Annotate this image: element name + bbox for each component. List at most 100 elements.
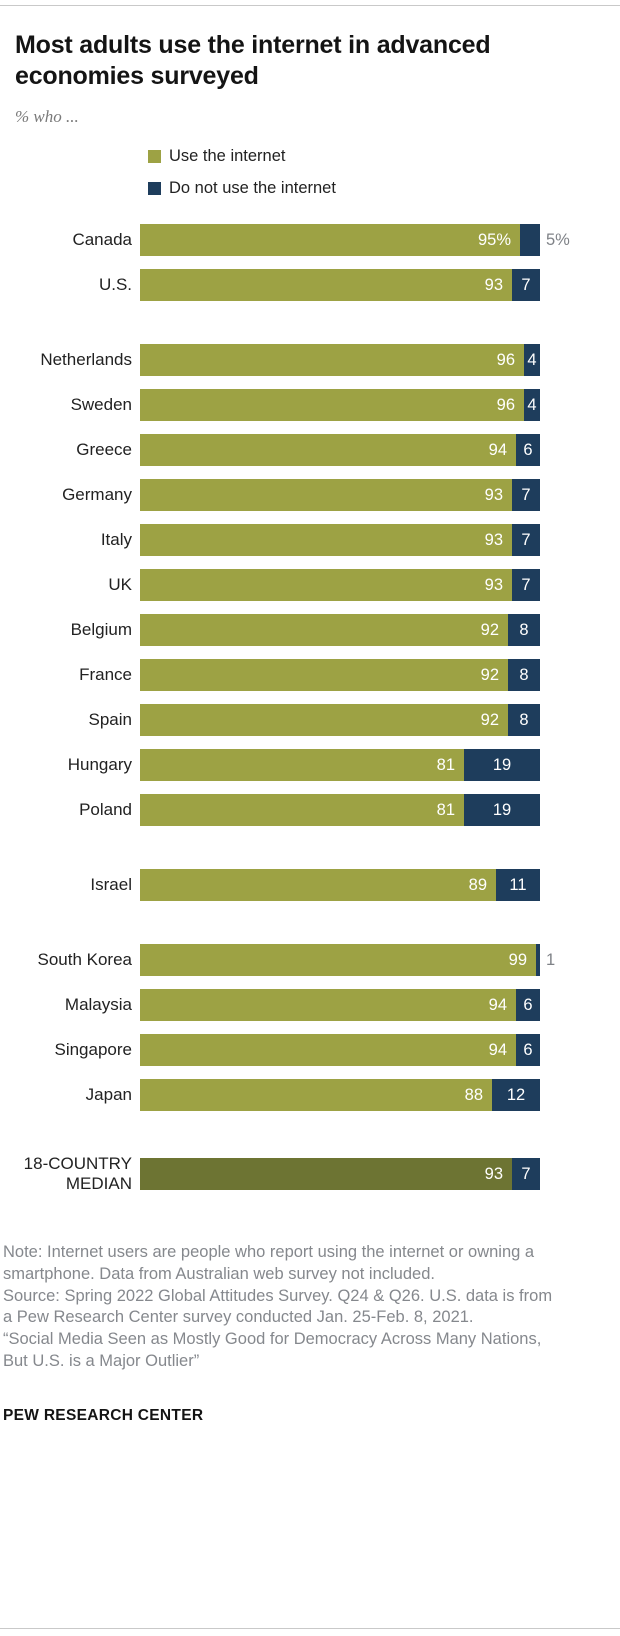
use-value-label: 93 (484, 485, 503, 504)
bar-row: France 92 8 (15, 659, 600, 691)
no-value-label: 12 (506, 1085, 526, 1104)
no-value-label: 4 (527, 395, 537, 414)
bar-track: 94 6 (140, 1034, 540, 1066)
legend-swatch-use-icon (148, 150, 161, 163)
no-value-label: 8 (519, 710, 529, 729)
bar-row: Germany 93 7 (15, 479, 600, 511)
no-internet-bar-segment: 7 (512, 269, 540, 301)
no-value-label: 6 (523, 995, 533, 1014)
no-value-label: 19 (492, 755, 512, 774)
use-value-label: 96 (496, 395, 515, 414)
bar-row: Spain 92 8 (15, 704, 600, 736)
bar-track: 89 11 (140, 869, 540, 901)
bar-track: 94 6 (140, 434, 540, 466)
bar-track: 88 12 (140, 1079, 540, 1111)
no-internet-bar-segment: 19 (464, 749, 540, 781)
bar-group-asia-pacific: South Korea 99 1 Malaysia 94 6 Singapore 94 6 Jap… (15, 944, 600, 1111)
page-title: Most adults use the internet in advanced… (15, 31, 491, 90)
country-label: France (79, 664, 132, 684)
use-internet-bar-segment: 92 (140, 614, 508, 646)
country-label: Canada (72, 229, 132, 249)
bar-group-median: 18-COUNTRY MEDIAN 93 7 (15, 1154, 600, 1194)
use-value-label: 92 (480, 620, 499, 639)
bar-row: U.S. 93 7 (15, 269, 600, 301)
bar-track: 93 7 (140, 269, 540, 301)
use-internet-bar-segment: 93 (140, 479, 512, 511)
bar-track: 93 7 (140, 1158, 540, 1191)
use-internet-bar-segment: 92 (140, 659, 508, 691)
no-internet-bar-segment (536, 944, 540, 976)
no-internet-bar-segment: 4 (524, 344, 540, 376)
country-label: Israel (90, 874, 132, 894)
bar-row: Netherlands 96 4 (15, 344, 600, 376)
bar-group-north-america: Canada 95% 5% U.S. 93 7 (15, 224, 600, 301)
bar-row: Israel 89 11 (15, 869, 600, 901)
no-internet-bar-segment: 6 (516, 1034, 540, 1066)
no-internet-bar-segment: 12 (492, 1079, 540, 1111)
bar-track: 95% 5% (140, 224, 570, 256)
country-label: Netherlands (40, 349, 132, 369)
use-internet-bar-segment: 92 (140, 704, 508, 736)
no-internet-bar-segment: 6 (516, 434, 540, 466)
legend-item-no-internet: Do not use the internet (148, 179, 600, 198)
bar-row: South Korea 99 1 (15, 944, 600, 976)
country-label: Poland (79, 799, 132, 819)
use-internet-bar-segment: 89 (140, 869, 496, 901)
use-value-label: 94 (488, 995, 507, 1014)
use-internet-bar-segment: 94 (140, 1034, 516, 1066)
country-label: Hungary (67, 754, 132, 774)
use-value-label: 93 (484, 530, 503, 549)
no-internet-bar-segment: 6 (516, 989, 540, 1021)
no-internet-bar-segment: 8 (508, 614, 540, 646)
bar-track: 93 7 (140, 479, 540, 511)
use-value-label: 92 (480, 710, 499, 729)
no-internet-bar-segment: 19 (464, 794, 540, 826)
no-value-label: 7 (521, 1164, 531, 1183)
use-internet-bar-segment: 96 (140, 344, 524, 376)
legend-item-use-internet: Use the internet (148, 147, 600, 166)
no-value-label: 4 (527, 350, 537, 369)
bar-track: 96 4 (140, 344, 540, 376)
use-internet-bar-segment: 81 (140, 794, 464, 826)
bar-track: 92 8 (140, 659, 540, 691)
use-value-label: 93 (484, 275, 503, 294)
bar-group-europe: Netherlands 96 4 Sweden 96 4 Greece 94 6 Germany 9… (15, 344, 600, 826)
country-label: South Korea (37, 949, 132, 969)
use-internet-bar-segment: 95% (140, 224, 520, 256)
no-internet-bar-segment: 7 (512, 569, 540, 601)
use-internet-bar-segment: 81 (140, 749, 464, 781)
legend-label-no: Do not use the internet (169, 179, 336, 197)
bar-track: 81 19 (140, 749, 540, 781)
bar-track: 93 7 (140, 569, 540, 601)
bottom-divider (0, 1628, 620, 1629)
use-value-label: 81 (436, 800, 455, 819)
use-internet-bar-segment: 99 (140, 944, 536, 976)
bar-row: Singapore 94 6 (15, 1034, 600, 1066)
no-internet-bar-segment: 7 (512, 1158, 540, 1191)
no-internet-bar-segment: 11 (496, 869, 540, 901)
country-label: Greece (76, 439, 132, 459)
country-label: Malaysia (64, 994, 132, 1014)
bar-row: Hungary 81 19 (15, 749, 600, 781)
country-label: Germany (62, 484, 132, 504)
chart-notes: Note: Internet users are people who repo… (3, 1242, 563, 1373)
no-value-label: 7 (521, 575, 531, 594)
no-internet-bar-segment: 4 (524, 389, 540, 421)
use-value-label: 96 (496, 350, 515, 369)
top-divider (0, 5, 620, 6)
bar-row: Japan 88 12 (15, 1079, 600, 1111)
no-internet-bar-segment (520, 224, 540, 256)
bar-track: 96 4 (140, 389, 540, 421)
bar-row: Sweden 96 4 (15, 389, 600, 421)
bar-track: 94 6 (140, 989, 540, 1021)
country-label: Singapore (54, 1039, 132, 1059)
use-internet-bar-segment: 96 (140, 389, 524, 421)
country-label: Spain (88, 709, 132, 729)
report-title-text: “Social Media Seen as Mostly Good for De… (3, 1330, 542, 1370)
bar-row: 18-COUNTRY MEDIAN 93 7 (15, 1154, 600, 1194)
country-label: UK (108, 574, 132, 594)
use-value-label: 99 (508, 950, 527, 969)
no-value-label: 6 (523, 1040, 533, 1059)
use-value-label: 95% (477, 230, 511, 249)
